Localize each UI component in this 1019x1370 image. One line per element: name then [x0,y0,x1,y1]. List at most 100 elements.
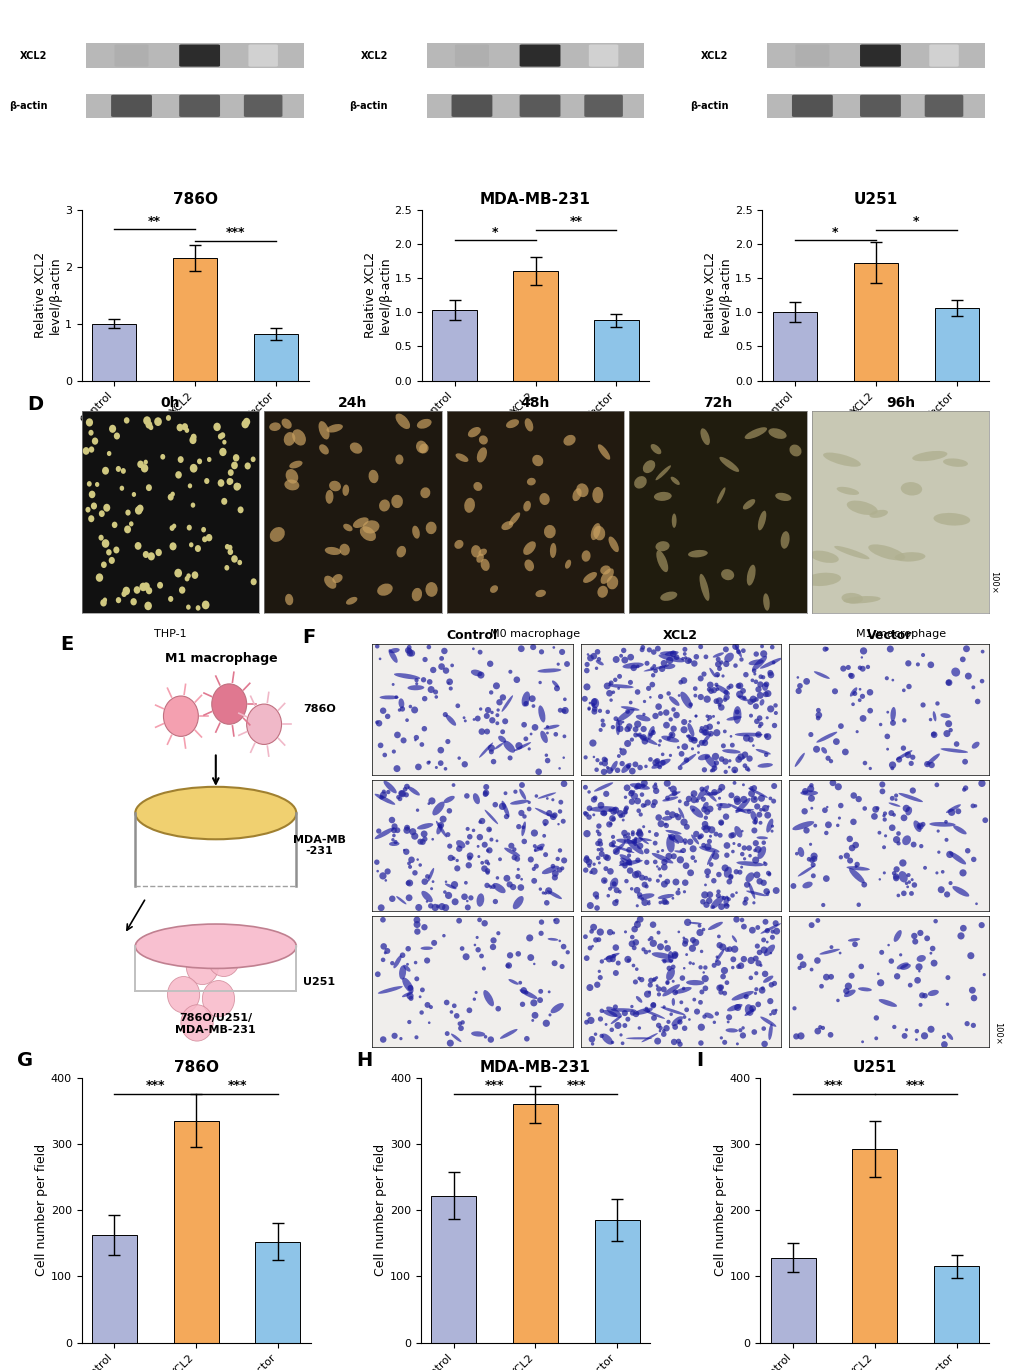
Ellipse shape [709,896,723,908]
Point [650,1014,666,1036]
Point [590,648,606,670]
Point [700,678,716,700]
Point [865,806,881,827]
Ellipse shape [283,432,296,445]
Ellipse shape [368,470,378,484]
Circle shape [144,460,148,464]
Point [611,881,628,903]
Ellipse shape [543,725,559,730]
Point [680,725,696,747]
Circle shape [174,569,181,578]
Point [546,863,562,885]
Point [734,843,750,864]
Point [699,836,715,858]
Point [635,703,651,725]
Point [593,838,609,860]
Point [582,895,598,917]
Point [499,955,516,977]
Point [580,1003,596,1025]
Point [616,921,633,943]
Point [657,930,674,952]
Point [395,838,412,860]
Circle shape [184,427,189,433]
Point [736,890,752,912]
Point [711,825,728,847]
Point [890,833,906,855]
Point [912,836,928,858]
Point [578,803,594,825]
Point [489,997,505,1019]
Ellipse shape [737,696,747,701]
Point [475,958,491,980]
Point [439,823,455,845]
Circle shape [130,599,137,606]
Point [727,636,743,658]
Point [924,723,941,745]
Ellipse shape [513,896,523,910]
Point [644,933,660,955]
Ellipse shape [565,559,571,569]
Point [530,837,546,859]
Circle shape [191,503,195,508]
Point [551,930,568,952]
Ellipse shape [639,838,651,841]
Point [644,721,660,743]
Point [696,967,712,989]
Point [635,815,651,837]
Point [685,838,701,860]
Point [586,699,602,721]
Point [596,752,612,774]
Point [516,830,532,852]
Circle shape [101,562,107,569]
Point [604,808,621,830]
Ellipse shape [593,782,612,792]
Text: *: * [832,226,838,238]
Point [803,774,819,796]
Point [680,649,696,671]
Point [620,948,636,970]
Ellipse shape [576,484,588,497]
Point [695,817,711,838]
Point [802,778,818,800]
Point [443,655,460,677]
Ellipse shape [898,793,922,803]
Point [761,788,777,810]
Text: 100×: 100× [993,1022,1002,1044]
Point [685,789,701,811]
Point [619,733,635,755]
Point [417,827,433,849]
Ellipse shape [519,789,526,800]
Circle shape [89,430,94,436]
Point [789,666,805,688]
Point [578,659,594,681]
Ellipse shape [669,477,679,485]
Point [548,677,565,699]
Circle shape [86,507,91,512]
Point [817,867,834,889]
Point [368,851,384,873]
Point [547,723,564,745]
Point [558,653,575,675]
Ellipse shape [581,551,590,562]
Point [588,759,604,781]
Ellipse shape [657,895,674,899]
Point [702,854,718,875]
Point [416,688,432,710]
Ellipse shape [916,955,925,962]
Ellipse shape [744,1004,753,1017]
Point [934,1026,951,1048]
Point [473,721,489,743]
Point [392,1028,409,1049]
Point [467,934,483,956]
Point [872,941,889,963]
Point [816,638,833,660]
Point [728,882,744,904]
Ellipse shape [538,706,545,722]
Point [377,943,393,964]
Point [369,860,385,882]
Point [722,825,739,847]
Point [745,689,761,711]
FancyBboxPatch shape [519,44,559,67]
Ellipse shape [688,549,707,558]
Point [445,995,462,1017]
